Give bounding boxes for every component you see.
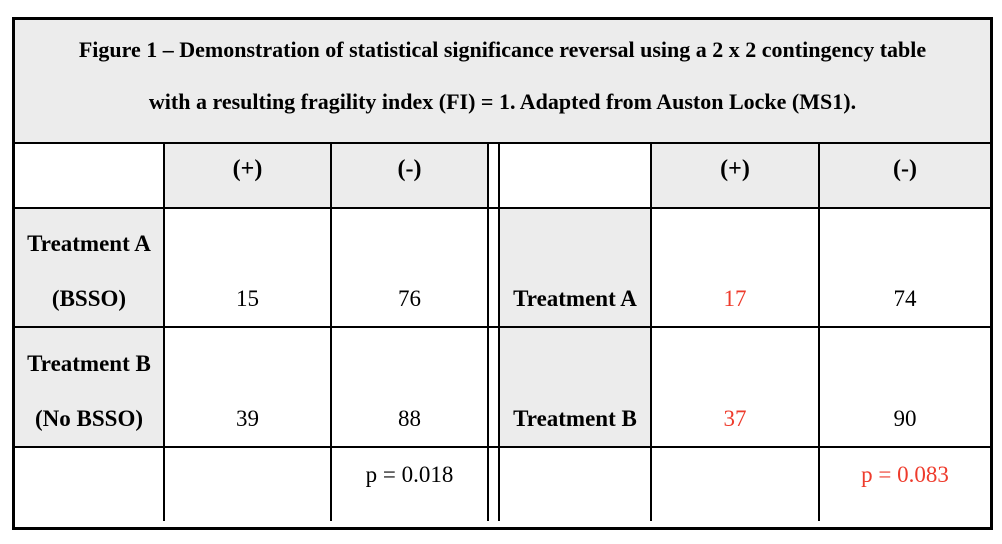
left-table-treatment-a-negative-value: 76 — [330, 207, 489, 328]
figure-caption-line1: Figure 1 – Demonstration of statistical … — [78, 37, 927, 62]
left-table-header-negative: (-) — [330, 144, 489, 209]
right-table-corner-cell — [498, 144, 652, 209]
right-table-treatment-b-label: Treatment B — [498, 326, 652, 448]
treatment-b-row: Treatment B (No BSSO) 39 88 Treatment B … — [15, 326, 990, 448]
header-row: (+) (-) (+) (-) — [15, 144, 990, 209]
right-table-treatment-b-label-line: Treatment B — [513, 406, 637, 431]
table-divider-cell — [487, 144, 500, 209]
contingency-tables: (+) (-) (+) (-) Treatment A (BSSO) 15 76… — [15, 144, 990, 521]
left-table-treatment-a-positive-value: 15 — [163, 207, 332, 328]
right-table-treatment-a-label-line: Treatment A — [513, 286, 637, 311]
left-table-treatment-a-label-line1: Treatment A — [27, 231, 151, 256]
right-table-header-negative: (-) — [818, 144, 990, 209]
right-table-p-row-empty-label — [498, 446, 652, 521]
p-value-row: p = 0.018 p = 0.083 — [15, 446, 990, 521]
left-table-treatment-a-label: Treatment A (BSSO) — [15, 207, 165, 328]
table-divider-cell — [487, 446, 500, 521]
left-table-header-positive: (+) — [163, 144, 332, 209]
right-table-treatment-a-negative-value: 74 — [818, 207, 990, 328]
figure-caption-line2: with a resulting fragility index (FI) = … — [148, 89, 857, 114]
treatment-a-row: Treatment A (BSSO) 15 76 Treatment A 17 … — [15, 207, 990, 328]
figure-caption: Figure 1 – Demonstration of statistical … — [15, 20, 990, 144]
figure-1-container: Figure 1 – Demonstration of statistical … — [12, 17, 993, 530]
left-table-treatment-b-label: Treatment B (No BSSO) — [15, 326, 165, 448]
right-table-treatment-b-negative-value: 90 — [818, 326, 990, 448]
left-table-treatment-b-label-line2: (No BSSO) — [35, 406, 143, 431]
left-table-p-row-empty-positive — [163, 446, 332, 521]
right-table-treatment-a-label: Treatment A — [498, 207, 652, 328]
left-table-treatment-b-negative-value: 88 — [330, 326, 489, 448]
left-table-p-row-empty-label — [15, 446, 165, 521]
left-table-treatment-b-label-line1: Treatment B — [27, 351, 151, 376]
right-table-p-row-empty-positive — [650, 446, 820, 521]
left-table-p-value: p = 0.018 — [330, 446, 489, 521]
right-table-treatment-b-positive-value: 37 — [650, 326, 820, 448]
right-table-header-positive: (+) — [650, 144, 820, 209]
left-table-treatment-b-positive-value: 39 — [163, 326, 332, 448]
left-table-treatment-a-label-line2: (BSSO) — [51, 286, 127, 311]
right-table-treatment-a-positive-value: 17 — [650, 207, 820, 328]
right-table-p-value: p = 0.083 — [818, 446, 990, 521]
left-table-corner-cell — [15, 144, 165, 209]
table-divider-cell — [487, 326, 500, 448]
table-divider-cell — [487, 207, 500, 328]
